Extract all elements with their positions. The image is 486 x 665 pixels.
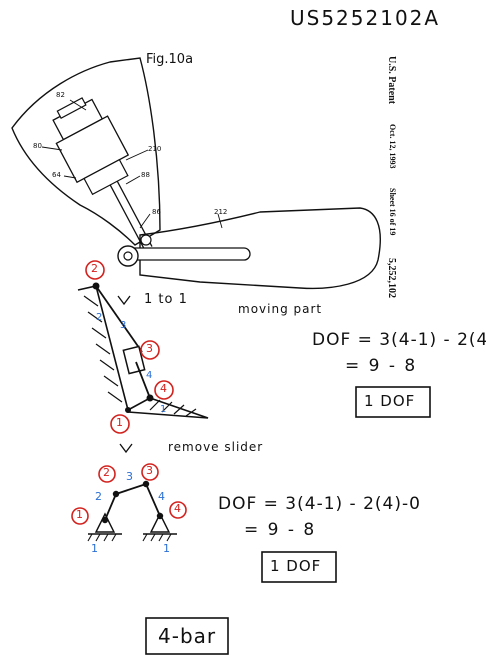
ref-210: 210 xyxy=(148,145,162,153)
mech1-joint-1-dot xyxy=(125,407,131,413)
mech2-dof-result: = 9 - 8 xyxy=(244,520,317,540)
mech2-link-2-label: 2 xyxy=(95,490,102,503)
mech2-joint-3-label: 3 xyxy=(146,464,153,477)
arrow-down-1 xyxy=(117,295,131,306)
mech1-ground-base xyxy=(127,397,209,419)
ref-80: 80 xyxy=(33,142,42,150)
conclusion-text: 4-bar xyxy=(158,624,217,648)
ref-64: 64 xyxy=(52,171,61,179)
mech1-dof-equation: DOF = 3(4-1) - 2(4)-0 xyxy=(312,330,486,350)
mech1-slider xyxy=(122,345,146,375)
patent-top-pivot xyxy=(140,234,152,246)
mech1-joint-2-dot xyxy=(92,282,100,290)
mech2-joint-2-label: 2 xyxy=(103,466,110,479)
remove-slider-note: remove slider xyxy=(168,440,264,454)
patent-pivot-inner xyxy=(123,251,133,261)
conclusion-box xyxy=(145,617,229,655)
mech1-dof-result: = 9 - 8 xyxy=(345,356,418,376)
handwritten-patent-number: US5252102A xyxy=(290,6,441,30)
patent-lower-body-outline xyxy=(139,207,381,290)
mech1-link-2-label: 2 xyxy=(96,312,103,323)
mech1-joint-3-ring xyxy=(140,340,160,360)
mech2-link-1-left-label: 1 xyxy=(91,542,98,555)
side-header-date: Oct. 12, 1993 xyxy=(388,124,397,169)
mech1-link-3 xyxy=(95,285,143,353)
mech1-link-3-label: 3 xyxy=(120,320,127,331)
mech1-dof-box-text: 1 DOF xyxy=(364,392,416,410)
mech1-joint-4-dot xyxy=(146,394,154,402)
ref-212: 212 xyxy=(214,208,228,216)
mech2-link-4-label: 4 xyxy=(158,490,165,503)
mech2-dof-equation: DOF = 3(4-1) - 2(4)-0 xyxy=(218,494,421,514)
mech1-joint-2-ring xyxy=(85,260,105,280)
one-to-one-note: 1 to 1 xyxy=(144,292,188,307)
mech1-joint-4-ring xyxy=(154,380,174,400)
patent-lower-link-bar xyxy=(121,247,251,261)
ref-82: 82 xyxy=(56,91,65,99)
mech1-link-4-label: 4 xyxy=(146,370,153,381)
mech1-joint-1-label: 1 xyxy=(116,416,123,429)
ref-88: 88 xyxy=(141,171,150,179)
mech2-dof-box xyxy=(261,551,337,583)
mech2-joint-1-ring xyxy=(71,507,89,525)
mech2-joint-1-label: 1 xyxy=(76,508,83,521)
mech2-links xyxy=(104,482,161,521)
mech1-joint-2-label: 2 xyxy=(91,262,98,275)
moving-part-label: moving part xyxy=(238,302,323,316)
mech1-joint-3-label: 3 xyxy=(146,342,153,355)
actuator-cylinder xyxy=(52,97,153,251)
mech1-dof-box xyxy=(355,386,431,418)
mech1-joint-4-label: 4 xyxy=(160,382,167,395)
mech2-link-1-right-label: 1 xyxy=(163,542,170,555)
mech2-joint-3-ring xyxy=(141,463,159,481)
mech2-joint-4-ring xyxy=(169,501,187,519)
side-header-number: 5,252,102 xyxy=(386,258,397,298)
mech2-joint-4-label: 4 xyxy=(174,502,181,515)
mech1-link-4 xyxy=(135,361,151,399)
mech2-joint-2-ring xyxy=(98,465,116,483)
mech1-link-1-label: 1 xyxy=(160,404,167,415)
mech1-joint-1-ring xyxy=(110,414,130,434)
ref-86: 86 xyxy=(152,208,161,216)
mech1-ground-wall xyxy=(77,285,129,411)
figure-label: Fig.10a xyxy=(146,52,194,67)
mech2-dof-box-text: 1 DOF xyxy=(270,557,322,575)
patent-upper-body-outline xyxy=(11,57,161,246)
mech2-link-3-label: 3 xyxy=(126,470,133,483)
mech2-ground-right-triangle xyxy=(149,512,171,533)
arrow-down-2 xyxy=(119,443,133,454)
side-header-sheet: Sheet 16 of 19 xyxy=(388,188,397,236)
side-header-us-patent: U.S. Patent xyxy=(386,56,397,105)
